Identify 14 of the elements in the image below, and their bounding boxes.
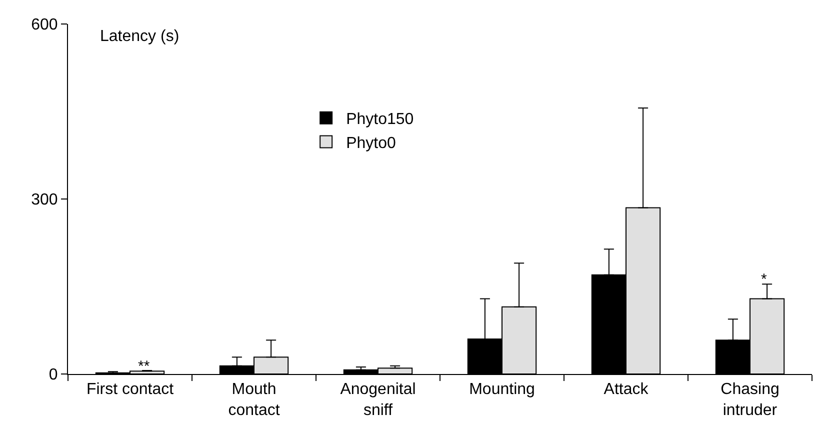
x-tick-label: Attack	[604, 381, 650, 398]
x-tick-label: Chasing intruder	[720, 381, 780, 419]
annotation: *	[761, 271, 767, 288]
annotation: **	[138, 358, 150, 375]
y-tick-label: 0	[48, 366, 58, 384]
legend-label: Phyto0	[346, 134, 396, 152]
y-tick-label: 600	[31, 16, 58, 34]
legend-label: Phyto150	[346, 111, 414, 128]
x-tick-label: Mounting	[469, 381, 535, 398]
y-axis-title: Latency (s)	[100, 28, 180, 45]
x-tick-label: Mouth contact	[228, 381, 280, 419]
y-tick-label: 300	[31, 192, 58, 209]
x-tick-label: First contact	[86, 381, 174, 398]
x-tick-label: Anogenital sniff	[340, 381, 416, 419]
